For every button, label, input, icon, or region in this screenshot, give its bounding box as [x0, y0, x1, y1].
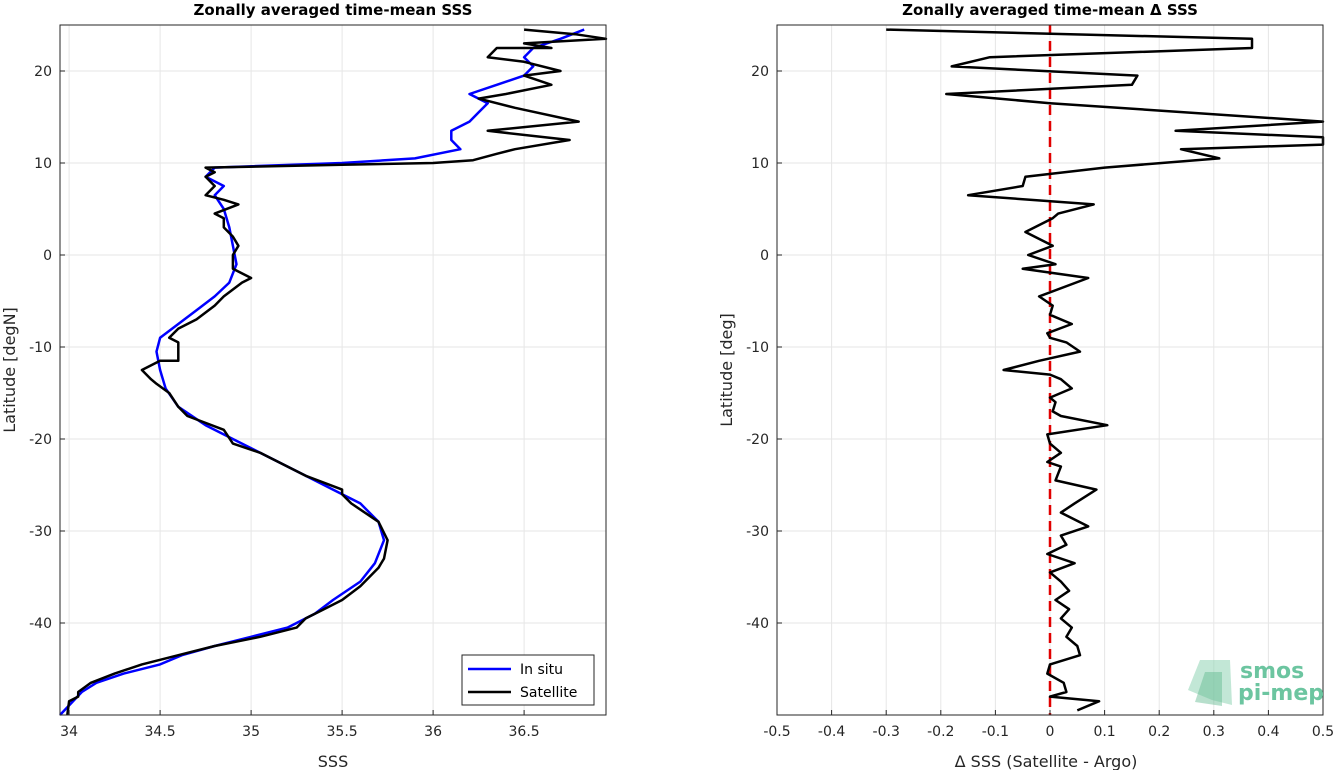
x-tick-label: 0.3 — [1203, 724, 1225, 740]
logo-mark — [1188, 660, 1232, 705]
y-tick-label: -10 — [746, 340, 769, 356]
legend-label-in-situ: In situ — [520, 662, 563, 678]
y-tick-label: -30 — [29, 524, 52, 540]
x-tick-label: 0.4 — [1257, 724, 1279, 740]
logo-text-smos: smos — [1240, 659, 1304, 684]
x-axis-label-left: SSS — [318, 752, 348, 770]
sss-panel: 34 34.5 35 35.5 36 36.5 -40 -30 -20 -10 0 10 20 Zona… — [0, 1, 608, 770]
y-tick-label: 0 — [760, 248, 769, 264]
series-line-delta-sss — [886, 28, 1325, 712]
x-tick-label: 34 — [60, 724, 78, 740]
legend-label-satellite: Satellite — [520, 685, 577, 701]
series-group-right — [886, 28, 1325, 712]
series-line-satellite — [66, 28, 608, 716]
y-tick-label: -40 — [29, 616, 52, 632]
y-tick-label: 20 — [751, 64, 769, 80]
x-axis-label-right: Δ SSS (Satellite - Argo) — [955, 752, 1138, 770]
y-tick-label: -20 — [746, 432, 769, 448]
x-tick-label: -0.4 — [818, 724, 845, 740]
x-tick-label: 36 — [424, 724, 442, 740]
axes-box-left — [59, 24, 607, 716]
chart-title-right: Zonally averaged time-mean Δ SSS — [902, 1, 1198, 19]
x-tick-label: -0.5 — [763, 724, 790, 740]
y-tick-label: 0 — [43, 248, 52, 264]
x-tick-label: -0.3 — [873, 724, 900, 740]
smos-pi-mep-logo: smos pi-mep — [1188, 659, 1324, 706]
x-tick-label: 34.5 — [145, 724, 176, 740]
y-tick-label: -40 — [746, 616, 769, 632]
y-tick-label: 20 — [34, 64, 52, 80]
y-axis-label-right: Latitude [deg] — [717, 313, 736, 427]
x-tick-label: 0.1 — [1093, 724, 1115, 740]
series-group-left — [59, 28, 608, 716]
delta-sss-panel: -0.5 -0.4 -0.3 -0.2 -0.1 0 0.1 0.2 0.3 0.4 0.5 -40 -… — [717, 1, 1334, 770]
x-tick-label: 36.5 — [509, 724, 540, 740]
ticks-right: -0.5 -0.4 -0.3 -0.2 -0.1 0 0.1 0.2 0.3 0.4 0.5 -40 -… — [746, 64, 1334, 740]
legend-box — [461, 654, 595, 706]
x-tick-label: -0.2 — [927, 724, 954, 740]
y-tick-label: 10 — [34, 156, 52, 172]
ticks-left: 34 34.5 35 35.5 36 36.5 -40 -30 -20 -10 0 10 20 — [29, 64, 540, 740]
y-tick-label: -10 — [29, 340, 52, 356]
legend: In situ Satellite — [461, 654, 595, 706]
x-tick-label: -0.1 — [982, 724, 1009, 740]
x-tick-label: 0.5 — [1312, 724, 1334, 740]
chart-title-left: Zonally averaged time-mean SSS — [194, 1, 473, 19]
x-tick-label: 35.5 — [327, 724, 358, 740]
x-tick-label: 0 — [1046, 724, 1055, 740]
y-tick-label: -30 — [746, 524, 769, 540]
logo-mark-2 — [1195, 672, 1222, 706]
logo-text-pi-mep: pi-mep — [1238, 681, 1324, 706]
y-tick-label: -20 — [29, 432, 52, 448]
y-tick-label: 10 — [751, 156, 769, 172]
y-axis-label-left: Latitude [degN] — [0, 307, 19, 433]
x-tick-label: 35 — [242, 724, 260, 740]
x-tick-label: 0.2 — [1148, 724, 1170, 740]
